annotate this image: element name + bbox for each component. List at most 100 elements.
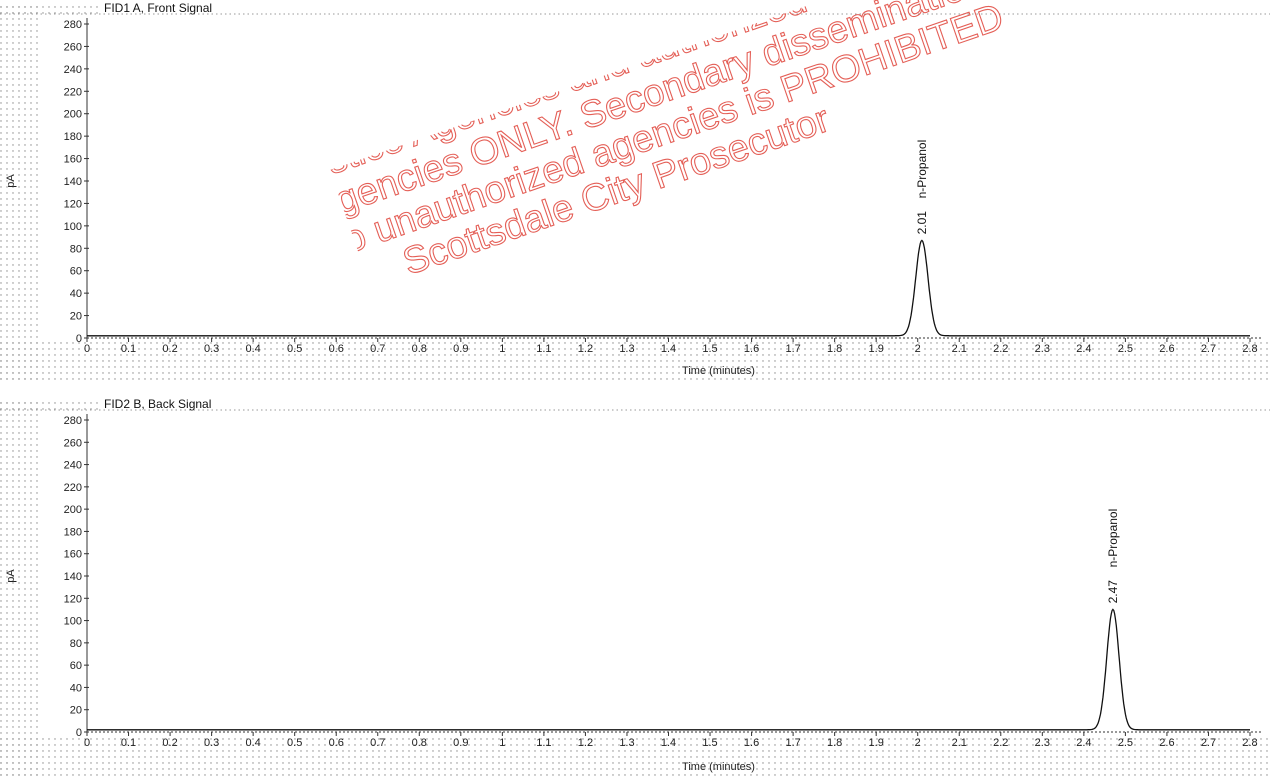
- x-tick-label: 2.3: [1035, 343, 1050, 355]
- y-tick-label: 120: [64, 593, 82, 605]
- x-tick-label: 1.9: [869, 343, 884, 355]
- x-axis-label: Time (minutes): [682, 365, 755, 377]
- x-tick-label: 2.8: [1242, 343, 1257, 355]
- x-tick-label: 1.2: [578, 343, 593, 355]
- y-tick-label: 100: [64, 616, 82, 628]
- y-tick-label: 260: [64, 41, 82, 53]
- x-tick-label: 1.4: [661, 737, 676, 749]
- y-tick-label: 140: [64, 571, 82, 583]
- x-tick-label: 2.8: [1242, 737, 1257, 749]
- x-tick-label: 0.9: [453, 737, 468, 749]
- chart-title: FID2 B, Back Signal: [104, 397, 211, 411]
- y-tick-label: 220: [64, 86, 82, 98]
- x-tick-label: 0.5: [287, 343, 302, 355]
- x-tick-label: 2: [915, 737, 921, 749]
- x-tick-label: 1.9: [869, 737, 884, 749]
- x-tick-label: 0.2: [162, 737, 177, 749]
- x-tick-label: 1.7: [785, 343, 800, 355]
- x-tick-label: 1.4: [661, 343, 676, 355]
- y-tick-label: 180: [64, 526, 82, 538]
- x-tick-label: 1.3: [619, 737, 634, 749]
- y-tick-label: 260: [64, 437, 82, 449]
- x-tick-label: 0.7: [370, 737, 385, 749]
- x-tick-label: 0.4: [245, 343, 260, 355]
- y-tick-label: 80: [70, 638, 82, 650]
- peak-name-label: n-Propanol: [1106, 509, 1120, 568]
- y-tick-label: 120: [64, 198, 82, 210]
- x-tick-label: 2.2: [993, 343, 1008, 355]
- x-tick-label: 2.3: [1035, 737, 1050, 749]
- watermark: Dissemination is restricted to CriminalJ…: [328, 0, 1009, 284]
- x-tick-label: 0.6: [329, 737, 344, 749]
- x-tick-label: 1.6: [744, 737, 759, 749]
- y-tick-label: 160: [64, 154, 82, 166]
- y-tick-label: 0: [76, 727, 82, 739]
- x-tick-label: 2.5: [1118, 343, 1133, 355]
- dotted-title-prefix: [0, 2, 100, 14]
- x-tick-label: 2.1: [952, 737, 967, 749]
- x-tick-label: 1.6: [744, 343, 759, 355]
- x-tick-label: 0.8: [412, 737, 427, 749]
- x-tick-label: 0.9: [453, 343, 468, 355]
- x-tick-label: 2.5: [1118, 737, 1133, 749]
- y-tick-label: 220: [64, 482, 82, 494]
- watermark-line: to unauthorized agencies is PROHIBITED: [328, 0, 1009, 265]
- x-tick-label: 1.5: [702, 737, 717, 749]
- dotted-title-prefix: [0, 398, 100, 410]
- x-tick-label: 1.1: [536, 343, 551, 355]
- y-tick-label: 280: [64, 19, 82, 31]
- y-tick-label: 20: [70, 705, 82, 717]
- y-tick-label: 280: [64, 415, 82, 427]
- x-tick-label: 0.3: [204, 343, 219, 355]
- x-tick-label: 1.2: [578, 737, 593, 749]
- x-tick-label: 0.7: [370, 343, 385, 355]
- dotted-margin-left: [0, 2, 38, 380]
- x-tick-label: 0.1: [121, 737, 136, 749]
- x-tick-label: 1.5: [702, 343, 717, 355]
- x-tick-label: 0.4: [245, 737, 260, 749]
- x-tick-label: 0.1: [121, 343, 136, 355]
- peak-name-label: n-Propanol: [915, 140, 929, 199]
- x-tick-label: 1.8: [827, 737, 842, 749]
- x-tick-label: 2.7: [1201, 343, 1216, 355]
- x-tick-label: 2.4: [1076, 343, 1091, 355]
- x-tick-label: 1.3: [619, 343, 634, 355]
- y-axis-label: pA: [5, 174, 17, 188]
- x-tick-label: 2.7: [1201, 737, 1216, 749]
- x-tick-label: 2.1: [952, 343, 967, 355]
- y-tick-label: 20: [70, 311, 82, 323]
- x-tick-label: 1.1: [536, 737, 551, 749]
- y-tick-label: 0: [76, 333, 82, 345]
- y-tick-label: 80: [70, 243, 82, 255]
- chart-title: FID1 A, Front Signal: [104, 1, 212, 15]
- peak-time-label: 2.47: [1106, 580, 1120, 604]
- x-tick-label: 0.2: [162, 343, 177, 355]
- y-tick-label: 240: [64, 460, 82, 472]
- y-tick-label: 60: [70, 266, 82, 278]
- peak-time-label: 2.01: [915, 211, 929, 235]
- chart-panel-1: FID1 A, Front Signal02040608010012014016…: [0, 1, 1270, 380]
- x-tick-label: 0.6: [329, 343, 344, 355]
- y-tick-label: 40: [70, 682, 82, 694]
- y-tick-label: 200: [64, 504, 82, 516]
- y-tick-label: 240: [64, 64, 82, 76]
- x-axis-label: Time (minutes): [682, 761, 755, 773]
- x-tick-label: 2.6: [1159, 343, 1174, 355]
- x-tick-label: 2.4: [1076, 737, 1091, 749]
- x-tick-label: 1: [499, 737, 505, 749]
- dotted-margin-left: [0, 398, 38, 776]
- y-tick-label: 60: [70, 660, 82, 672]
- x-tick-label: 0.5: [287, 737, 302, 749]
- signal-trace: [87, 239, 1250, 337]
- y-tick-label: 140: [64, 176, 82, 188]
- y-tick-label: 200: [64, 109, 82, 121]
- x-tick-label: 2.2: [993, 737, 1008, 749]
- y-tick-label: 40: [70, 288, 82, 300]
- y-tick-label: 180: [64, 131, 82, 143]
- chart-panel-2: FID2 B, Back Signal020406080100120140160…: [0, 397, 1270, 776]
- x-tick-label: 2.6: [1159, 737, 1174, 749]
- x-tick-label: 1: [499, 343, 505, 355]
- x-tick-label: 1.7: [785, 737, 800, 749]
- x-tick-label: 1.8: [827, 343, 842, 355]
